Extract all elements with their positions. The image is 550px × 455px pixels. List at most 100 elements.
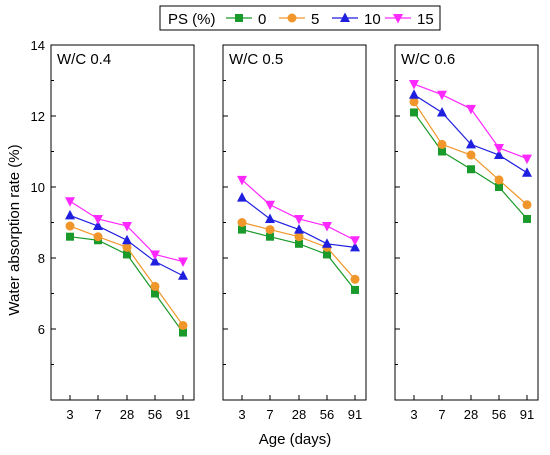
data-point <box>151 289 159 298</box>
legend-entry-0: 0 <box>226 11 266 28</box>
data-point <box>323 250 331 259</box>
data-point <box>437 90 447 101</box>
data-point <box>522 167 532 177</box>
data-point <box>66 232 74 241</box>
data-point <box>466 104 476 115</box>
legend-label: 0 <box>258 11 266 28</box>
legend-entry-10: 10 <box>332 11 381 28</box>
x-tick-label: 28 <box>464 407 478 422</box>
data-point <box>123 250 131 259</box>
data-point <box>294 214 304 225</box>
series-0 <box>410 108 531 223</box>
data-point <box>178 257 188 268</box>
data-point <box>237 192 247 202</box>
series-5 <box>65 221 188 330</box>
y-tick-label: 10 <box>31 180 45 195</box>
series-5 <box>237 218 360 284</box>
data-point <box>350 274 360 284</box>
legend-label: 15 <box>417 11 434 28</box>
data-point <box>265 225 275 235</box>
data-point <box>65 209 75 220</box>
legend-marker <box>287 13 297 23</box>
legend-marker <box>340 12 350 22</box>
x-tick-label: 3 <box>410 407 417 422</box>
data-point <box>265 213 275 223</box>
x-tick-label: 3 <box>238 407 245 422</box>
series-0 <box>238 225 359 294</box>
data-point <box>467 165 475 174</box>
series-15 <box>237 175 360 246</box>
legend-label: 5 <box>311 11 319 28</box>
data-point <box>179 328 187 337</box>
data-point <box>522 154 532 165</box>
data-point <box>93 214 103 225</box>
x-tick-label: 91 <box>348 407 362 422</box>
y-tick-label: 8 <box>38 251 45 266</box>
legend-entry-15: 15 <box>385 11 434 28</box>
x-tick-label: 7 <box>438 407 445 422</box>
panel-label: W/C 0.6 <box>401 51 455 68</box>
data-point <box>494 143 504 154</box>
data-point <box>294 224 304 234</box>
data-point <box>122 222 132 232</box>
data-point <box>93 220 103 231</box>
y-tick-label: 6 <box>38 322 45 337</box>
data-point <box>122 234 132 245</box>
data-point <box>466 138 476 149</box>
data-point <box>150 281 160 291</box>
data-point <box>238 225 246 234</box>
data-point <box>409 89 419 99</box>
x-tick-label: 28 <box>292 407 306 422</box>
data-point <box>295 239 303 248</box>
x-tick-label: 56 <box>148 407 162 422</box>
legend: PS (%) 0 5 10 15 <box>159 5 441 31</box>
x-axis-label: Age (days) <box>259 431 332 448</box>
legend-label: 10 <box>364 11 381 28</box>
panel-label: W/C 0.4 <box>57 51 111 68</box>
data-point <box>494 149 504 160</box>
data-point <box>523 214 531 223</box>
y-tick-label: 14 <box>31 38 45 53</box>
legend-marker <box>393 14 403 24</box>
data-point <box>266 232 274 241</box>
data-point <box>150 250 160 260</box>
data-point <box>178 320 188 330</box>
data-point <box>410 108 418 117</box>
data-point <box>65 197 75 207</box>
panel-2: 3 7 28 56 91 W/C 0.5 <box>222 44 367 422</box>
data-point <box>438 147 446 156</box>
data-point <box>350 236 360 246</box>
x-tick-label: 91 <box>520 407 534 422</box>
data-point <box>178 270 188 280</box>
data-point <box>122 242 132 252</box>
data-point <box>522 200 532 210</box>
x-tick-label: 56 <box>320 407 334 422</box>
series-10 <box>409 89 532 177</box>
data-point <box>93 232 103 242</box>
y-tick-label: 12 <box>31 109 45 124</box>
panel-3: 3 7 28 56 91 W/C 0.6 <box>394 44 539 422</box>
series-15 <box>65 197 188 268</box>
y-axis-label: Water absorption rate (%) <box>6 144 23 315</box>
data-point <box>350 241 360 252</box>
panel-1: 6 8 10 12 14 3 7 28 56 91 W/C 0.4 <box>31 38 195 422</box>
data-point <box>150 256 160 266</box>
series-5 <box>409 97 532 210</box>
data-point <box>351 285 359 294</box>
data-point <box>409 80 419 90</box>
series-10 <box>237 192 360 252</box>
data-point <box>494 175 504 185</box>
series-15 <box>409 80 532 165</box>
data-point <box>237 175 247 186</box>
data-point <box>495 183 503 191</box>
x-tick-label: 91 <box>176 407 190 422</box>
legend-marker <box>235 14 243 22</box>
data-point <box>437 139 447 149</box>
x-tick-label: 3 <box>66 407 73 422</box>
data-point <box>237 218 247 227</box>
data-point <box>265 200 275 211</box>
data-point <box>437 106 447 117</box>
data-point <box>409 97 419 107</box>
x-tick-label: 56 <box>492 407 506 422</box>
